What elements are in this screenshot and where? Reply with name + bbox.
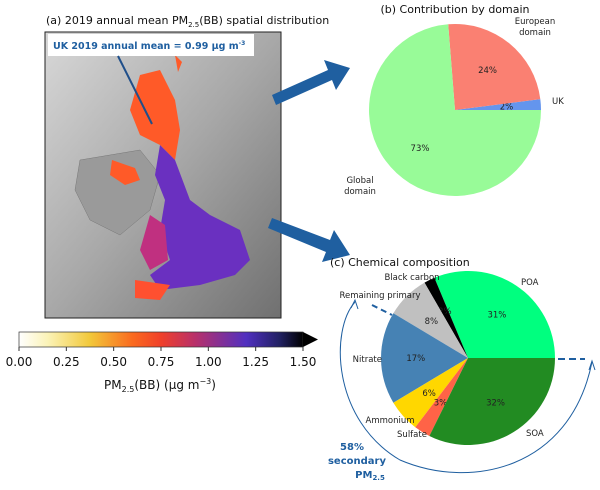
pie-category-label: Remaining primary: [339, 291, 420, 301]
colorbar-label: PM2.5(BB) (μg m−3): [104, 377, 216, 394]
panel-a-title: (a) 2019 annual mean PM2.5(BB) spatial d…: [46, 14, 329, 29]
pie-category-label: domain: [344, 187, 376, 197]
pie-value-label: 73%: [411, 144, 430, 154]
pie-value-label: 24%: [478, 66, 497, 76]
pie-value-label: 8%: [425, 317, 439, 327]
pie-category-label: European: [515, 17, 556, 27]
pie-value-label: 2%: [500, 103, 514, 113]
secondary-annotation: 58% secondary PM2.5: [328, 442, 386, 482]
pie-slice: [393, 358, 468, 428]
pie-category-label: domain: [519, 28, 551, 38]
scotland-region: [130, 70, 180, 160]
annotation-pointer: [117, 55, 153, 125]
colorbar-tick-label: 1.25: [242, 355, 269, 369]
panel-b-title: (b) Contribution by domain: [380, 3, 529, 16]
pie-value-label: 3%: [434, 398, 448, 408]
colorbar-tick-label: 0.25: [53, 355, 80, 369]
composition-pie: 31% POA 2% Black carbon 8% Remaining primary 1…: [339, 271, 555, 446]
svg-text:secondary: secondary: [328, 456, 386, 467]
pie-value-label: 32%: [486, 398, 505, 408]
arrow-to-domain: [272, 60, 350, 105]
pie-slice: [369, 24, 541, 196]
pie-slice: [455, 99, 541, 110]
pie-category-label: UK: [552, 97, 564, 107]
pie-slice: [448, 23, 541, 111]
pie-slice: [434, 271, 555, 358]
secondary-arc: [339, 301, 593, 474]
pie-slice: [429, 358, 555, 446]
pie-category-label: Ammonium: [366, 416, 415, 426]
pie-category-label: Global: [346, 176, 373, 186]
colorbar-tick-label: 0.00: [6, 355, 33, 369]
pie-value-label: 2%: [438, 307, 452, 317]
pie-category-label: Black carbon: [384, 273, 439, 283]
pie-category-label: POA: [521, 278, 539, 288]
uk-mean-annotation: UK 2019 annual mean = 0.99 μg m-3: [53, 40, 245, 52]
colorbar: 0.00 0.25 0.50 0.75 1.00 1.25 1.50 PM2.5(BB) (…: [6, 331, 318, 394]
england-wales-region: [150, 145, 250, 290]
pie-category-label: Nitrate: [353, 355, 382, 365]
svg-text:PM2.5: PM2.5: [355, 470, 385, 482]
pie-category-label: SOA: [526, 429, 544, 439]
colorbar-tick-label: 1.00: [195, 355, 222, 369]
pie-value-label: 31%: [487, 311, 506, 321]
pie-slice: [424, 277, 468, 358]
pie-slice: [415, 358, 468, 436]
pie-value-label: 17%: [406, 354, 425, 364]
pie-slice: [381, 313, 468, 403]
pie-category-label: Sulfate: [397, 430, 427, 440]
svg-text:58%: 58%: [340, 442, 364, 453]
annotation-box: [48, 34, 254, 56]
colorbar-tick-label: 0.75: [148, 355, 175, 369]
arrow-to-composition: [268, 218, 350, 262]
colorbar-tick-label: 1.50: [290, 355, 317, 369]
pie-value-label: 6%: [422, 389, 436, 399]
uk-map: [44, 31, 282, 319]
pie-slice: [393, 282, 468, 358]
colorbar-tick-label: 0.50: [100, 355, 127, 369]
panel-c-title: (c) Chemical composition: [330, 256, 470, 269]
